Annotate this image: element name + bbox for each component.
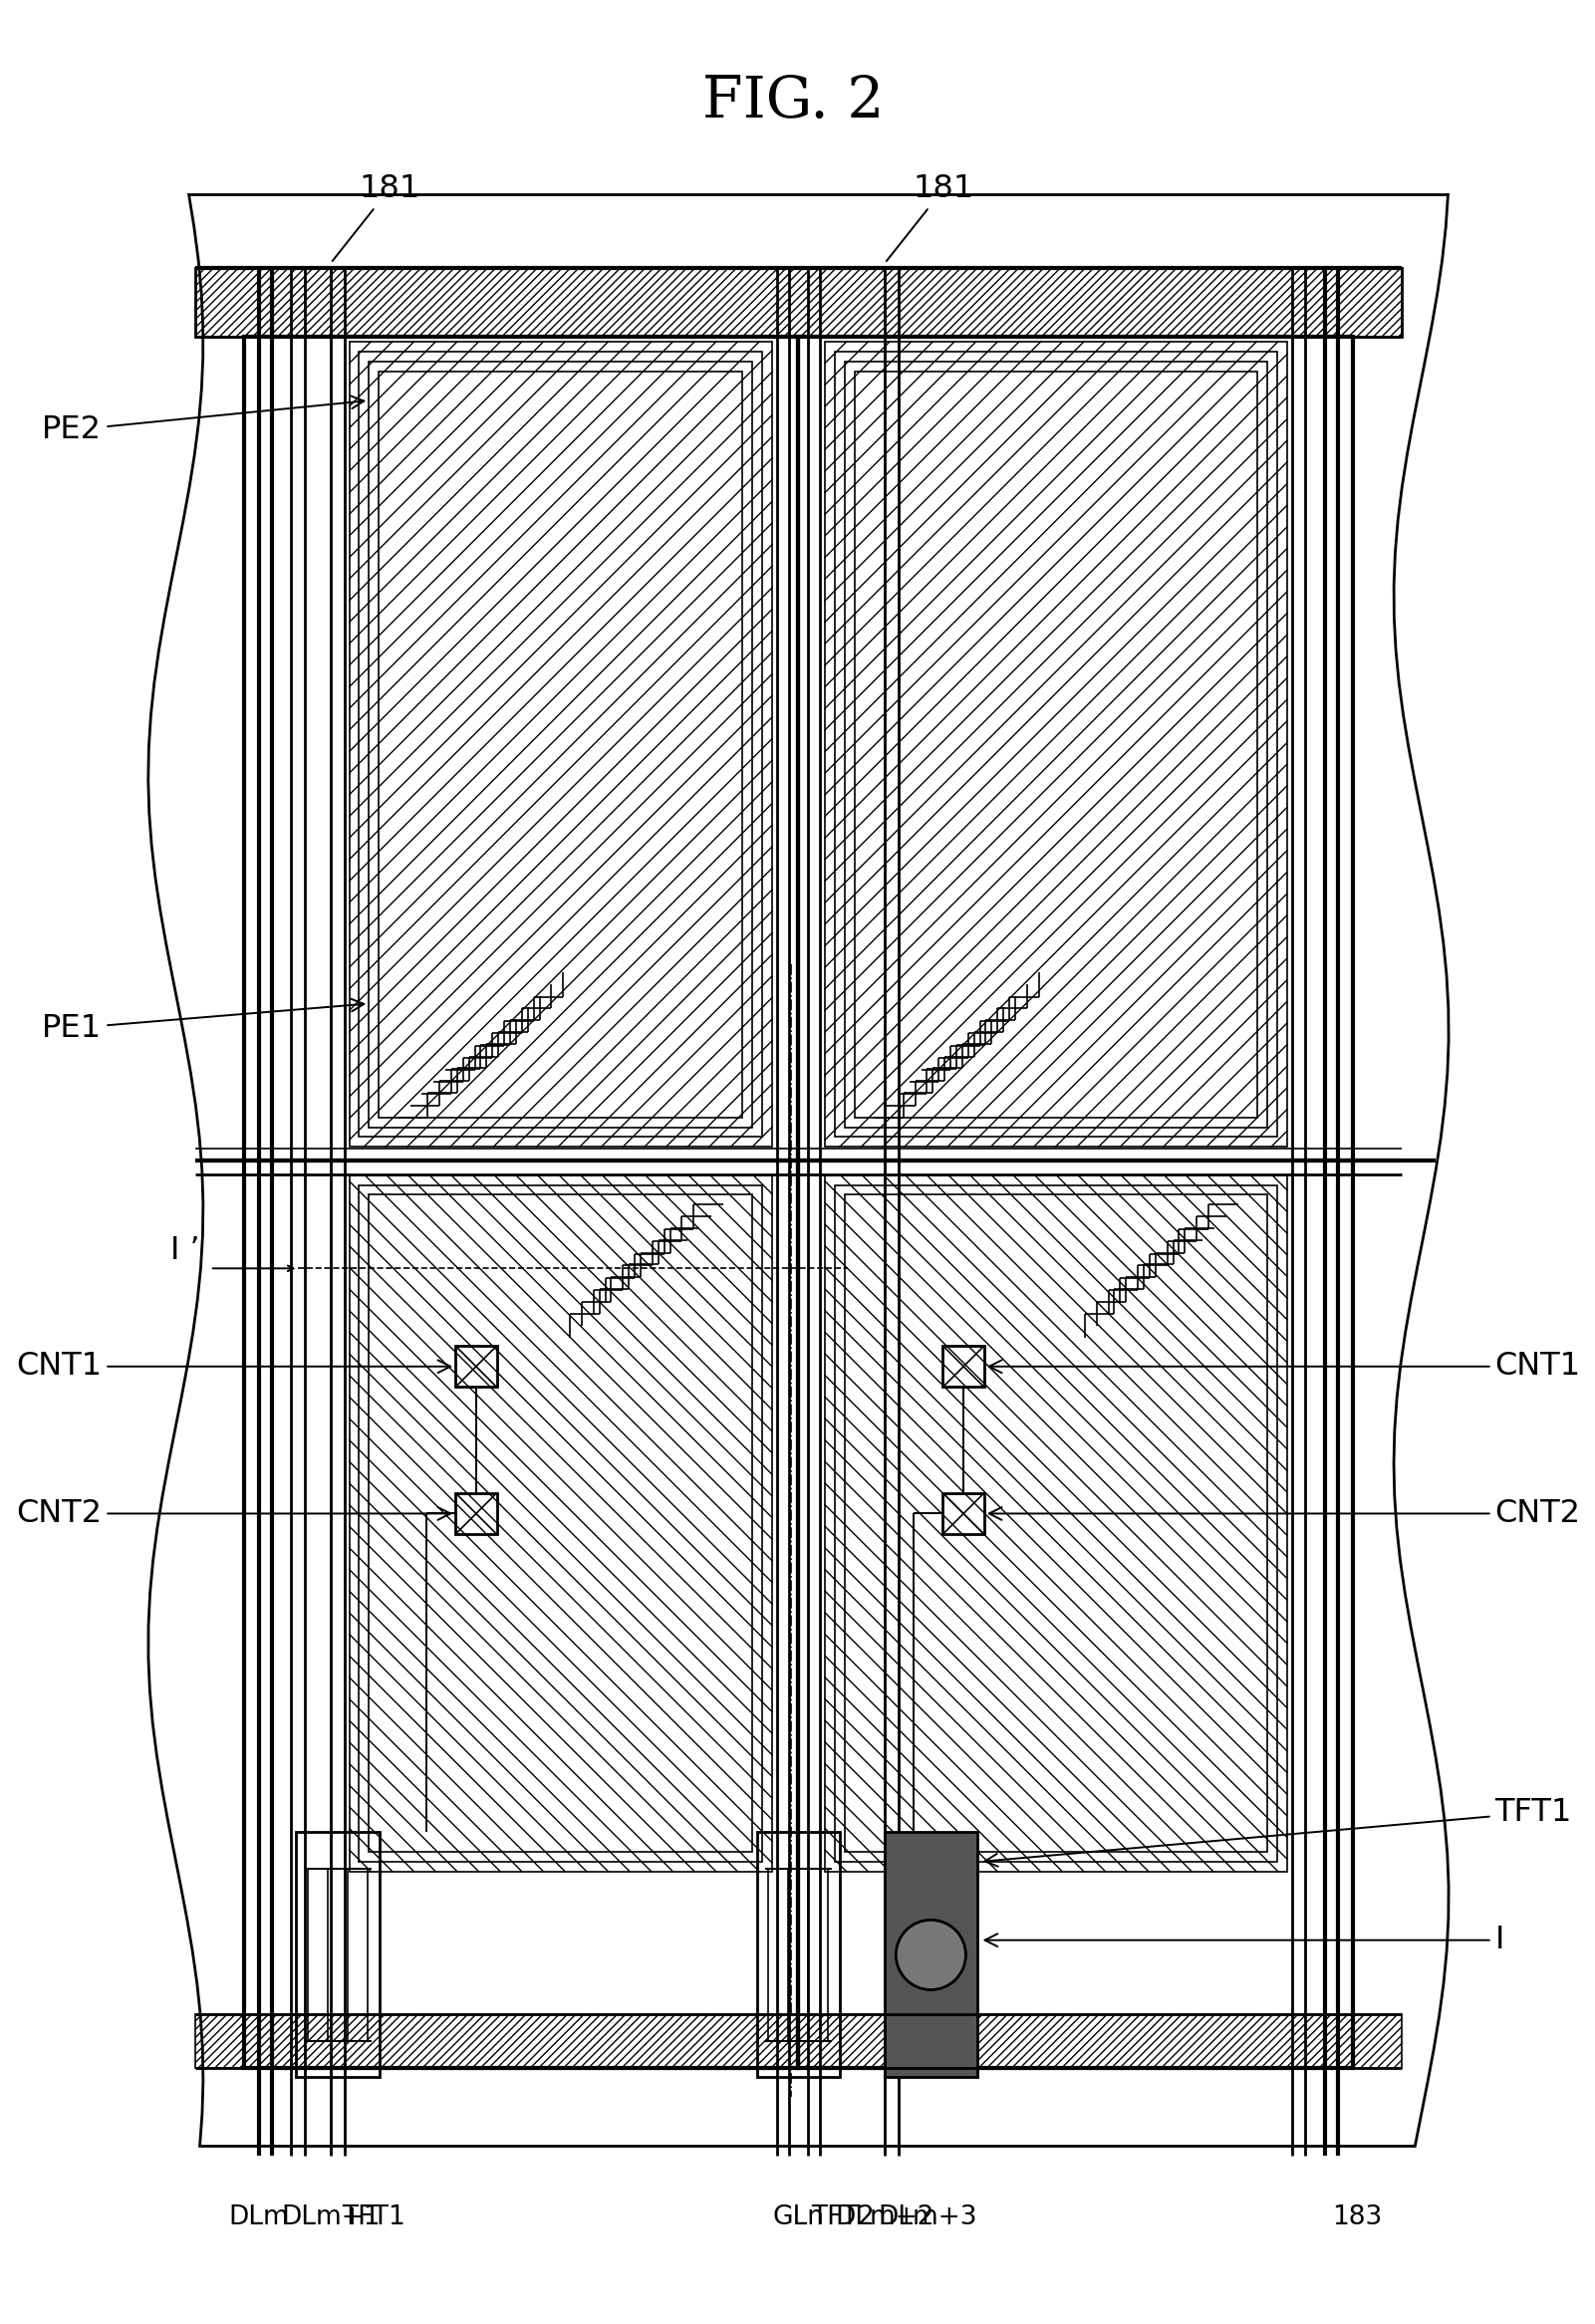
Text: I: I [984, 1924, 1504, 1954]
Bar [195, 2013, 1402, 2068]
Bar [368, 360, 753, 1127]
Bar [244, 337, 799, 2068]
Bar [359, 351, 762, 1136]
Bar [378, 372, 743, 1118]
Bar [884, 1831, 978, 2078]
Text: 181: 181 [332, 174, 419, 260]
Text: PE1: PE1 [41, 999, 364, 1043]
Bar [359, 1185, 762, 1862]
Text: DLm+2: DLm+2 [836, 2205, 935, 2231]
Text: GLn: GLn [772, 2205, 825, 2231]
Bar [834, 1185, 1278, 1862]
Text: DLm+3: DLm+3 [879, 2205, 978, 2231]
Bar [349, 342, 772, 1146]
Bar [756, 1831, 841, 2078]
Bar [825, 1176, 1287, 1871]
Bar [845, 360, 1268, 1127]
Bar [799, 337, 1353, 2068]
Bar [195, 267, 1402, 337]
Text: TFT1: TFT1 [341, 2205, 405, 2231]
Text: CNT2: CNT2 [989, 1499, 1581, 1529]
Bar [456, 1346, 496, 1387]
Bar [845, 1195, 1268, 1852]
Bar [456, 1492, 496, 1534]
Text: FIG. 2: FIG. 2 [703, 74, 885, 130]
Bar [884, 1831, 978, 2078]
Bar [368, 1195, 753, 1852]
Text: CNT1: CNT1 [989, 1350, 1581, 1383]
Text: CNT2: CNT2 [16, 1499, 450, 1529]
Text: DLm+1: DLm+1 [281, 2205, 380, 2231]
Text: CNT1: CNT1 [16, 1350, 450, 1383]
Bar [855, 372, 1257, 1118]
Text: PE2: PE2 [41, 395, 364, 446]
Text: 183: 183 [1332, 2205, 1383, 2231]
Bar [349, 1176, 772, 1871]
Bar [834, 351, 1278, 1136]
Text: TFT2: TFT2 [810, 2205, 874, 2231]
Circle shape [896, 1920, 967, 1989]
Bar [295, 1831, 380, 2078]
Text: DLm: DLm [228, 2205, 289, 2231]
Text: TFT1: TFT1 [984, 1796, 1573, 1866]
Bar [943, 1492, 984, 1534]
Bar [825, 342, 1287, 1146]
Text: I ’: I ’ [171, 1236, 201, 1267]
Text: 181: 181 [887, 174, 975, 260]
Bar [943, 1346, 984, 1387]
